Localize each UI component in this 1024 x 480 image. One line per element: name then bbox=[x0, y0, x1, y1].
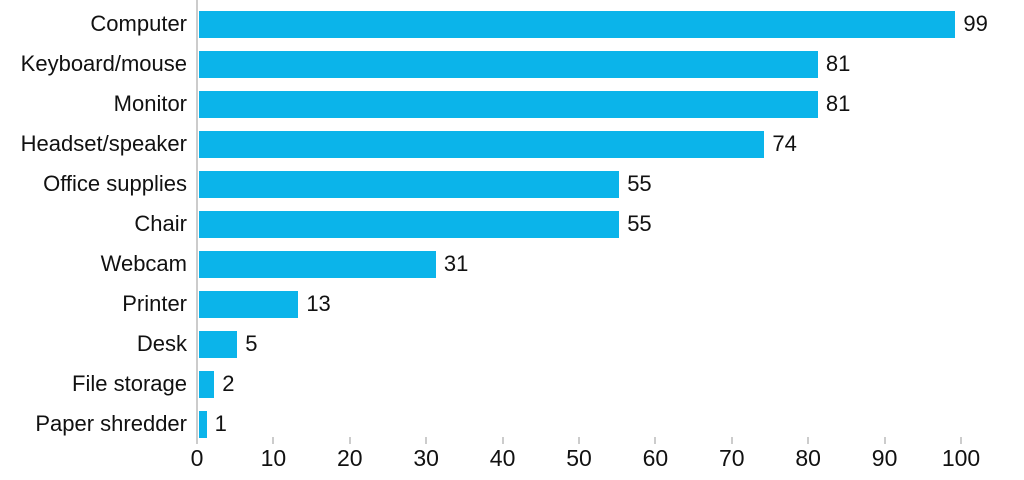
chart-row: Computer 99 bbox=[0, 4, 1024, 44]
x-tick-label: 50 bbox=[566, 445, 592, 471]
plot-cell: 81 bbox=[197, 84, 1024, 124]
chart-row: Desk 5 bbox=[0, 324, 1024, 364]
bar bbox=[199, 90, 818, 118]
x-tick-mark bbox=[501, 437, 504, 444]
bar bbox=[199, 130, 765, 158]
plot-cell: 31 bbox=[197, 244, 1024, 284]
value-label: 81 bbox=[825, 91, 851, 116]
plot-cell: 55 bbox=[197, 164, 1024, 204]
x-tick-label: 30 bbox=[413, 445, 439, 471]
x-tick-label: 40 bbox=[489, 445, 516, 471]
x-tick-mark bbox=[960, 437, 962, 444]
x-tick-label: 0 bbox=[190, 445, 204, 471]
chart-row: Keyboard/mouse 81 bbox=[0, 44, 1024, 84]
bar bbox=[199, 210, 620, 238]
chart-row: Printer 13 bbox=[0, 284, 1024, 324]
category-label: Chair bbox=[134, 211, 187, 236]
x-tick-mark bbox=[807, 437, 810, 444]
bar bbox=[199, 410, 207, 438]
value-label: 5 bbox=[245, 331, 258, 356]
x-tick-label: 10 bbox=[260, 445, 287, 471]
plot-cell: 81 bbox=[197, 44, 1024, 84]
bar bbox=[199, 10, 956, 38]
chart-row: Webcam 31 bbox=[0, 244, 1024, 284]
x-tick-label: 60 bbox=[642, 445, 669, 471]
chart-row: Monitor 81 bbox=[0, 84, 1024, 124]
x-tick-mark bbox=[730, 437, 733, 444]
chart-row: Office supplies 55 bbox=[0, 164, 1024, 204]
x-axis: 0 10 20 30 40 50 60 70 80 90 100 bbox=[191, 437, 980, 479]
value-label: 1 bbox=[214, 411, 227, 436]
plot-cell: 5 bbox=[197, 324, 1024, 364]
bar bbox=[199, 50, 818, 78]
category-label: File storage bbox=[72, 371, 187, 396]
category-label: Desk bbox=[136, 331, 187, 356]
plot-cell: 1 bbox=[197, 404, 1024, 444]
y-axis-line bbox=[196, 0, 198, 441]
plot-cell: 99 bbox=[197, 4, 1024, 44]
chart-row: Chair 55 bbox=[0, 204, 1024, 244]
x-tick-label: 100 bbox=[941, 445, 981, 471]
category-label: Computer bbox=[90, 11, 187, 36]
category-label: Office supplies bbox=[43, 171, 187, 196]
chart-row: Paper shredder 1 bbox=[0, 404, 1024, 444]
value-label: 31 bbox=[443, 251, 469, 276]
bar bbox=[199, 170, 620, 198]
bar bbox=[199, 250, 436, 278]
plot-cell: 2 bbox=[197, 364, 1024, 404]
category-label: Keyboard/mouse bbox=[20, 51, 187, 76]
x-tick-label: 20 bbox=[337, 445, 363, 471]
x-tick-label: 80 bbox=[795, 445, 821, 471]
value-label: 74 bbox=[772, 131, 797, 156]
x-tick-mark bbox=[348, 437, 351, 444]
category-label: Paper shredder bbox=[35, 411, 187, 436]
x-tick-mark bbox=[196, 437, 198, 444]
chart-rows: Computer 99 Keyboard/mouse 81 Monitor 81 Heads… bbox=[0, 4, 1024, 444]
bar bbox=[199, 370, 215, 398]
x-tick-mark bbox=[654, 437, 657, 444]
value-label: 13 bbox=[306, 291, 331, 316]
x-tick-label: 70 bbox=[719, 445, 745, 471]
value-label: 2 bbox=[222, 371, 235, 396]
x-tick-mark bbox=[425, 437, 428, 444]
plot-cell: 74 bbox=[197, 124, 1024, 164]
chart-row: File storage 2 bbox=[0, 364, 1024, 404]
plot-cell: 13 bbox=[197, 284, 1024, 324]
chart-row: Headset/speaker 74 bbox=[0, 124, 1024, 164]
x-tick-label: 90 bbox=[871, 445, 898, 471]
bar bbox=[199, 290, 299, 318]
x-tick-mark bbox=[272, 437, 275, 444]
bar bbox=[199, 330, 238, 358]
category-label: Headset/speaker bbox=[20, 131, 187, 156]
category-label: Printer bbox=[122, 291, 187, 316]
x-tick-mark bbox=[883, 437, 886, 444]
value-label: 99 bbox=[963, 11, 988, 36]
value-label: 81 bbox=[825, 51, 851, 76]
plot-cell: 55 bbox=[197, 204, 1024, 244]
category-label: Monitor bbox=[113, 91, 187, 116]
value-label: 55 bbox=[627, 211, 652, 236]
category-label: Webcam bbox=[100, 251, 187, 276]
x-tick-mark bbox=[578, 437, 580, 444]
value-label: 55 bbox=[627, 171, 652, 196]
